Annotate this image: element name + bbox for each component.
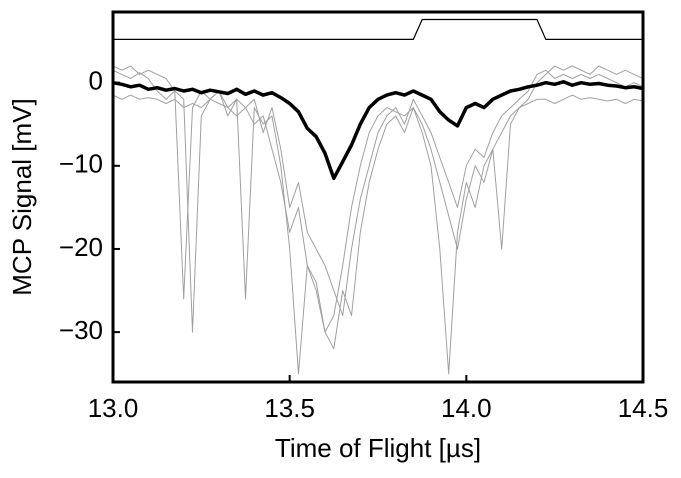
- x-tick-label: 13.5: [264, 393, 315, 423]
- trace-line: [113, 94, 643, 333]
- x-tick-label: 14.0: [441, 393, 492, 423]
- trace-line: [113, 65, 643, 375]
- x-tick-label: 14.5: [618, 393, 669, 423]
- trace-line: [113, 18, 643, 40]
- trace-line: [113, 80, 643, 181]
- x-axis-label: Time of Flight [µs]: [275, 433, 481, 463]
- y-tick-label: 0: [89, 66, 103, 96]
- y-tick-label: −30: [59, 315, 103, 345]
- plot-frame: [111, 10, 645, 384]
- y-axis-label: MCP Signal [mV]: [7, 98, 37, 295]
- y-tick-label: −10: [59, 149, 103, 179]
- trace-line: [113, 69, 643, 316]
- x-tick-label: 13.0: [88, 393, 139, 423]
- y-tick-label: −20: [59, 232, 103, 262]
